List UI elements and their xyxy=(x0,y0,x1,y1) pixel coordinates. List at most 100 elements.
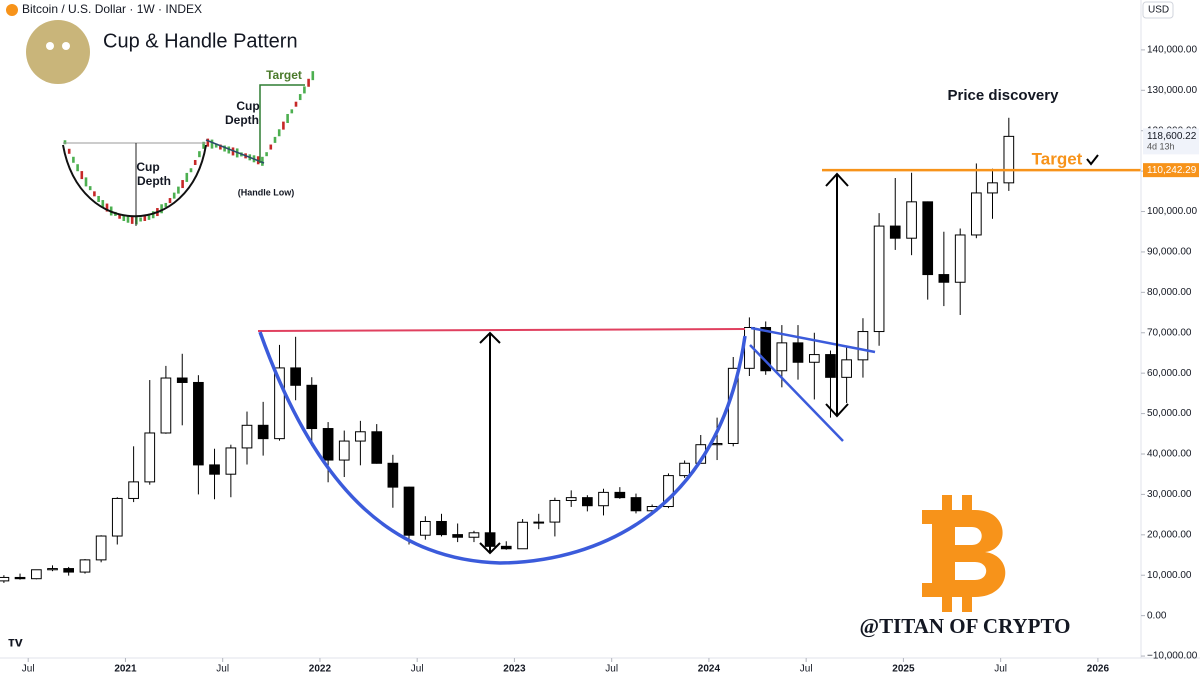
inset-label: (Handle Low) xyxy=(238,187,295,197)
candle-body xyxy=(598,491,609,507)
inset-candle xyxy=(143,215,147,221)
inset-candle xyxy=(307,78,310,87)
candle-body xyxy=(209,464,220,475)
candle-body xyxy=(760,327,772,372)
target-label: Target xyxy=(1032,149,1083,168)
axes: 140,000.00130,000.00120,000.00110,000.00… xyxy=(22,45,1199,675)
candle-body xyxy=(500,545,512,550)
candle-body xyxy=(808,354,820,363)
inset-label: Target xyxy=(266,68,302,82)
inset-candle xyxy=(126,215,130,223)
candle-body xyxy=(111,497,123,537)
candle-body xyxy=(403,486,415,536)
candle-body xyxy=(857,331,869,361)
bitcoin-logo xyxy=(922,495,1006,612)
inset-candle xyxy=(286,113,289,123)
y-tick-label: −10,000.00 xyxy=(1147,651,1198,662)
candle-body xyxy=(355,431,366,442)
inset-candle xyxy=(172,192,176,199)
candle-body xyxy=(938,274,950,283)
inset-candle xyxy=(67,148,71,154)
candle-body xyxy=(889,225,901,239)
candle-body xyxy=(63,568,74,573)
price-axis-bg xyxy=(1141,0,1200,677)
x-tick-label: Jul xyxy=(22,664,35,675)
inset-candle xyxy=(227,146,231,154)
candle-body xyxy=(582,497,593,507)
avatar xyxy=(26,20,90,84)
price-discovery: Price discovery xyxy=(948,87,1060,104)
y-tick-label: 130,000.00 xyxy=(1147,85,1197,96)
inset-candle xyxy=(93,191,96,197)
inset-candle xyxy=(130,215,134,224)
target-price-box xyxy=(1143,163,1199,178)
cup-curve xyxy=(258,331,747,565)
inset-candle xyxy=(290,109,294,114)
candle-body xyxy=(711,442,723,446)
inset-candle xyxy=(177,186,180,194)
candle-body xyxy=(630,497,642,512)
inset-candle xyxy=(181,180,184,189)
target-price: 110,242.29 xyxy=(1147,165,1197,176)
x-tick-label: 2025 xyxy=(892,664,915,675)
y-tick-label: 90,000.00 xyxy=(1147,247,1192,258)
cup-rim xyxy=(257,328,746,332)
candle-body xyxy=(306,384,318,430)
x-tick-label: 2024 xyxy=(698,664,721,675)
inset-candle xyxy=(298,94,302,101)
currency-box xyxy=(1142,1,1174,19)
x-tick-label: Jul xyxy=(605,664,618,675)
candle-body xyxy=(792,342,804,363)
inset-bg xyxy=(38,60,346,238)
x-tick-label: Jul xyxy=(411,664,424,675)
inset-candle xyxy=(139,217,142,222)
candle-body xyxy=(420,520,431,536)
inset-candle xyxy=(219,144,222,150)
inset-candle xyxy=(185,172,189,182)
candle-body xyxy=(176,377,188,383)
inset-candle xyxy=(273,136,277,143)
candle-body xyxy=(436,520,447,536)
candle-body xyxy=(225,447,237,475)
inset-candle xyxy=(63,140,67,145)
x-tick-label: 2021 xyxy=(114,664,137,675)
candle-body xyxy=(241,424,253,449)
inset-label: Cup xyxy=(136,160,159,174)
inset-candle xyxy=(282,121,285,130)
inset-candle xyxy=(261,156,264,166)
inset-candle xyxy=(210,139,214,149)
y-tick-label: 10,000.00 xyxy=(1147,570,1192,581)
inset-label: Depth xyxy=(137,174,171,188)
candle-body xyxy=(0,576,10,582)
candle-body xyxy=(663,475,674,508)
y-tick-label: 100,000.00 xyxy=(1147,206,1197,217)
candle-body xyxy=(338,440,350,461)
inset-candle xyxy=(223,145,226,152)
candle-body xyxy=(468,532,480,538)
candle-body xyxy=(144,432,156,483)
candle-body xyxy=(987,182,998,194)
inset-candle xyxy=(72,156,75,163)
y-tick-label: 50,000.00 xyxy=(1147,408,1192,419)
candle-body xyxy=(533,521,545,524)
inset-candle xyxy=(303,86,306,94)
candle-body xyxy=(160,377,172,434)
inset-candle xyxy=(198,151,201,158)
x-tick-label: 2023 xyxy=(503,664,526,675)
candle-body xyxy=(193,381,204,466)
x-tick-label: Jul xyxy=(216,664,229,675)
watermark: @TITAN OF CRYPTO xyxy=(860,614,1071,638)
inset-target-line xyxy=(259,84,305,163)
y-tick-label: 40,000.00 xyxy=(1147,449,1192,460)
candle-body xyxy=(14,576,26,580)
y-tick-label: 140,000.00 xyxy=(1147,45,1197,56)
candle-body xyxy=(1003,135,1015,184)
symbol-title: Bitcoin / U.S. Dollar · 1W · INDEX xyxy=(22,2,202,16)
candle-body xyxy=(274,367,285,440)
inset-candle xyxy=(105,203,109,212)
x-tick-label: 2022 xyxy=(309,664,332,675)
inset-candle xyxy=(202,141,205,149)
inset-candle xyxy=(118,213,121,219)
inset-title: Cup & Handle Pattern xyxy=(103,30,298,52)
